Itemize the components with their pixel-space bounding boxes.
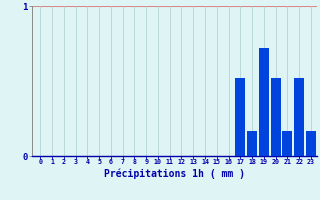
Bar [282,130,292,156]
Bar [259,48,269,156]
X-axis label: Précipitations 1h ( mm ): Précipitations 1h ( mm ) [104,168,245,179]
Bar [294,78,304,156]
Bar [247,130,257,156]
Bar [235,78,245,156]
Bar [271,78,281,156]
Bar [306,130,316,156]
